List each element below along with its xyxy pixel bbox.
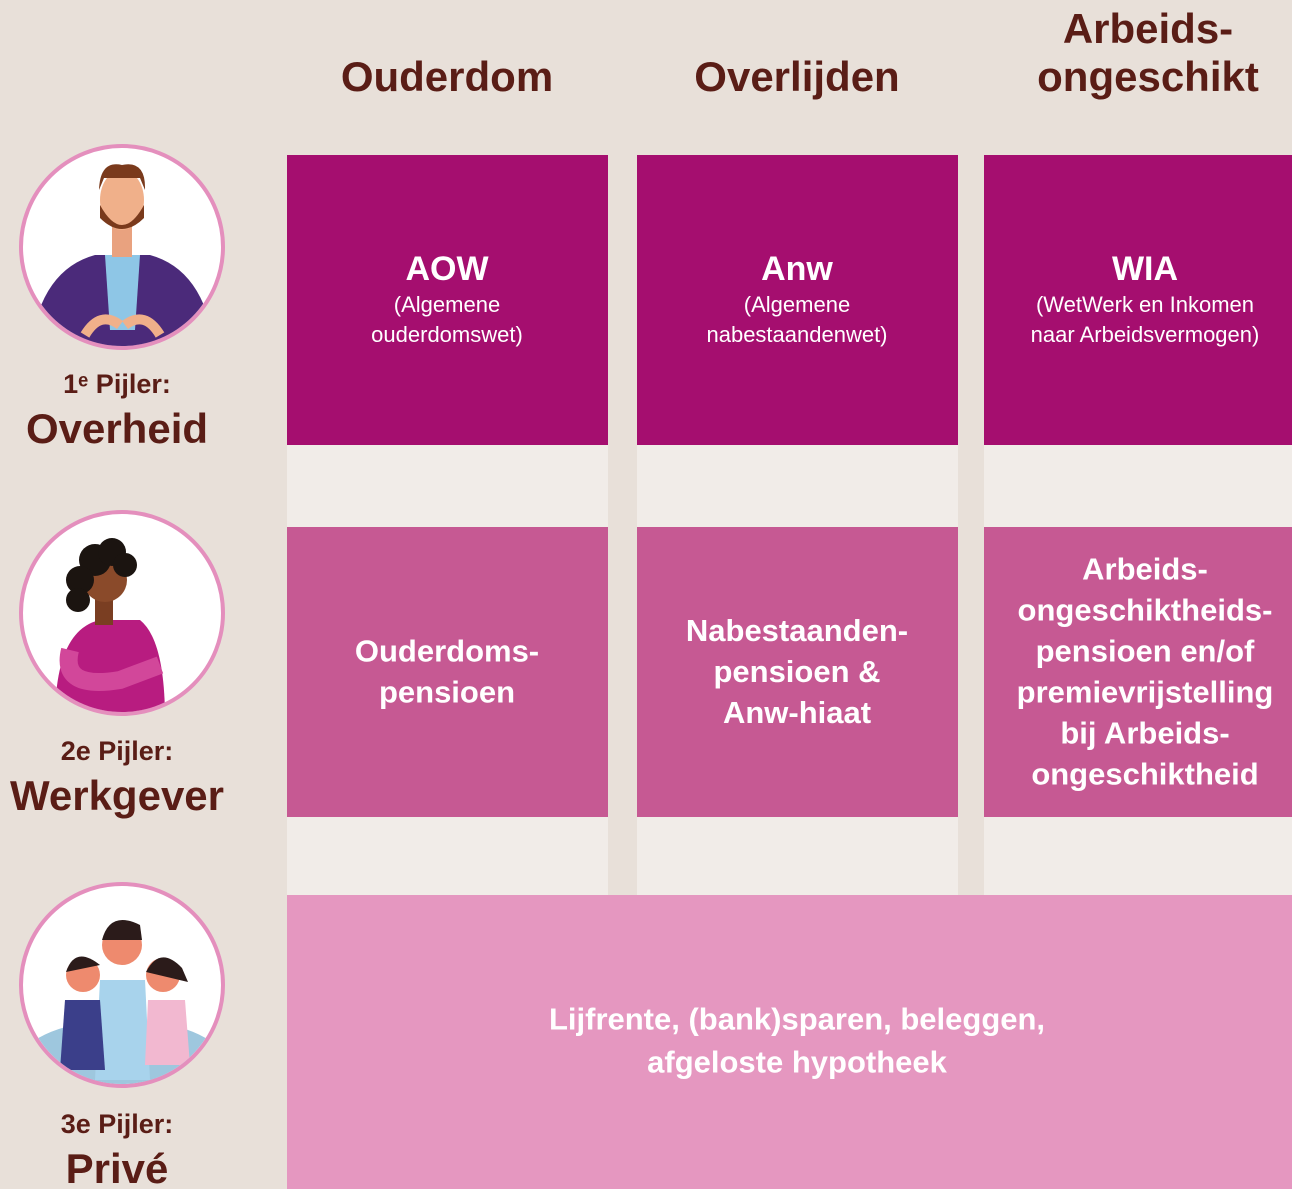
column-header: Overlijden — [694, 53, 899, 100]
pillar-label: 2e Pijler: — [61, 736, 174, 766]
cell-text: pensioen — [379, 675, 515, 710]
cell-text: pensioen en/of — [1036, 634, 1255, 669]
cell-title: AOW — [405, 250, 489, 288]
pillar-name: Privé — [66, 1145, 169, 1189]
pillar-label: 1ᵉ Pijler: — [63, 369, 171, 399]
pillar-label: 3e Pijler: — [61, 1109, 174, 1139]
row-1-cells — [287, 155, 1292, 445]
column-header: Arbeids- — [1063, 5, 1233, 52]
cell-text: Arbeids- — [1082, 552, 1208, 587]
cell-text: Nabestaanden- — [686, 613, 908, 648]
cell-text: bij Arbeids- — [1060, 716, 1229, 751]
cell-title: Anw — [761, 250, 833, 288]
cell-subtitle: nabestaandenwet) — [706, 322, 887, 347]
cell-text: Ouderdoms- — [355, 634, 539, 669]
avatar-employer — [19, 510, 225, 716]
cell-subtitle: naar Arbeidsvermogen) — [1031, 322, 1260, 347]
column-header: ongeschikt — [1037, 53, 1259, 100]
pillar-name: Overheid — [26, 405, 208, 452]
gap-strips — [287, 445, 1292, 895]
column-header: Ouderdom — [341, 53, 553, 100]
cell-subtitle: (Algemene — [394, 292, 500, 317]
cell-text: ongeschiktheids- — [1018, 593, 1273, 628]
avatar-government — [19, 144, 225, 350]
cell-subtitle: (Algemene — [744, 292, 850, 317]
cell-subtitle: ouderdomswet) — [371, 322, 523, 347]
private-text: Lijfrente, (bank)sparen, beleggen, — [549, 1002, 1045, 1037]
avatar-private — [19, 882, 225, 1088]
pillar-name: Werkgever — [10, 772, 224, 819]
cell-subtitle: (WetWerk en Inkomen — [1036, 292, 1254, 317]
private-text: afgeloste hypotheek — [647, 1045, 947, 1080]
cell-text: pensioen & — [713, 654, 880, 689]
cell-text: Anw-hiaat — [723, 695, 871, 730]
row-2-cells — [287, 527, 1292, 817]
cell-title: WIA — [1112, 250, 1178, 288]
row-3-cell — [287, 895, 1292, 1189]
cell-text: ongeschiktheid — [1031, 757, 1258, 792]
cell-text: premievrijstelling — [1017, 675, 1274, 710]
